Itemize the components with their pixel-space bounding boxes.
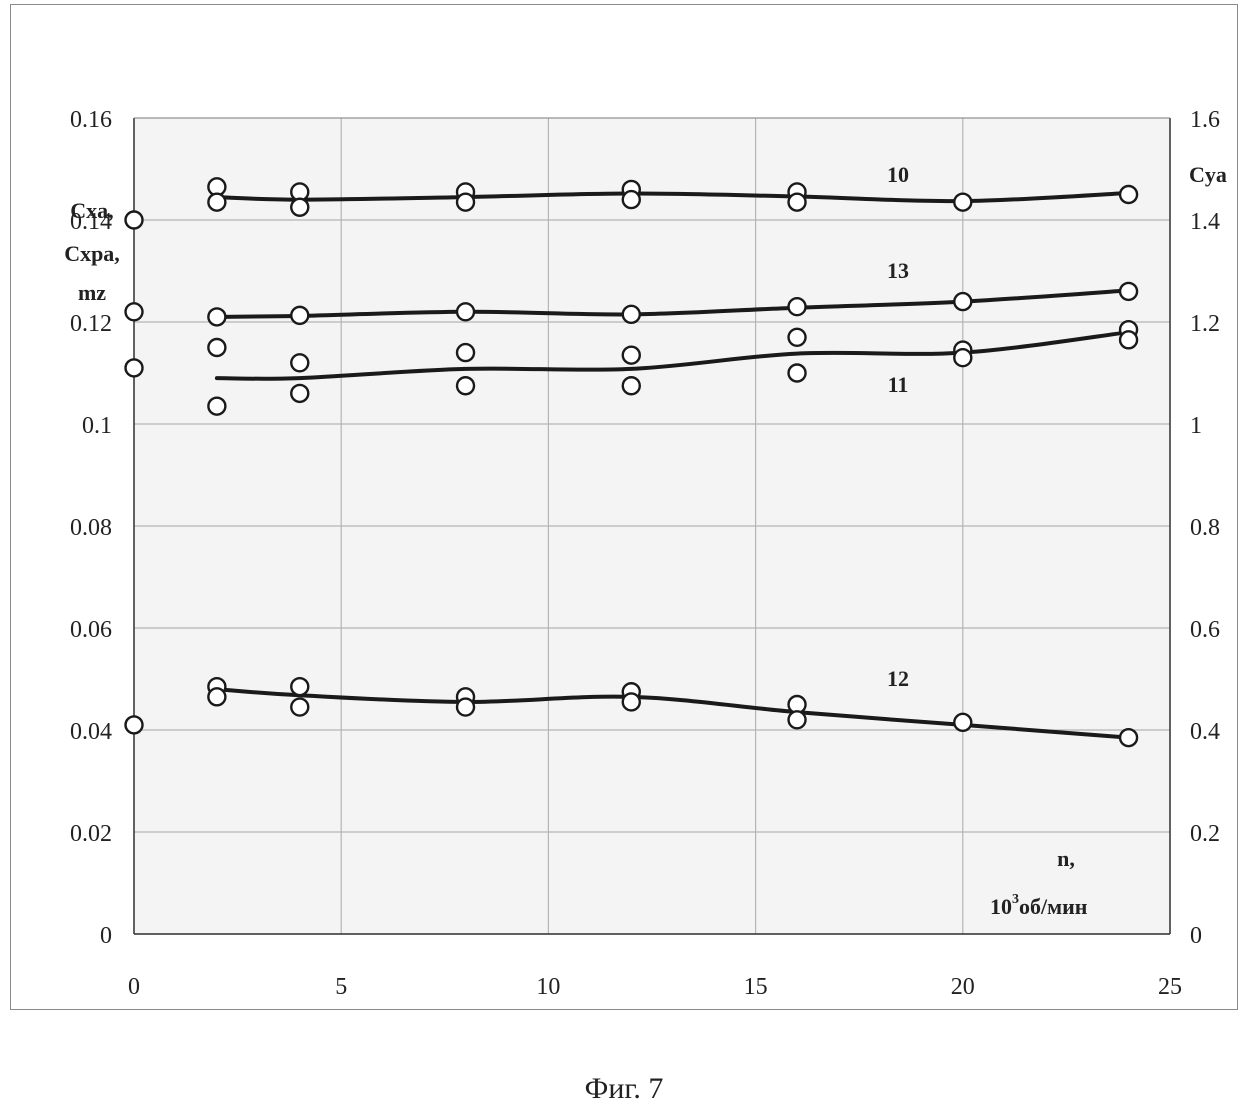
y-right-tick-label: 0.2	[1190, 821, 1220, 847]
x-axis-label-base: 10	[990, 894, 1012, 919]
x-axis-label-line-1: n,	[1057, 846, 1075, 871]
x-axis-label-superscript: 3	[1012, 892, 1019, 907]
series-10-point	[1120, 186, 1137, 203]
y-left-tick-label: 0.02	[70, 821, 112, 847]
series-11-point	[291, 354, 308, 371]
series-10-point	[954, 194, 971, 211]
series-13-point	[789, 298, 806, 315]
series-11-point	[126, 359, 143, 376]
x-tick-label: 15	[744, 974, 768, 1000]
y-right-tick-label: 0.8	[1190, 515, 1220, 541]
series-10-point	[126, 212, 143, 229]
x-axis-label-line-2: 103об/мин	[990, 892, 1088, 919]
y-right-tick-label: 1.6	[1190, 107, 1220, 133]
series-12-point	[789, 711, 806, 728]
series-11-point	[457, 377, 474, 394]
series-10-point	[623, 191, 640, 208]
series-label-10: 10	[887, 162, 909, 187]
figure-caption: Фиг. 7	[0, 1072, 1248, 1106]
series-13-point	[126, 303, 143, 320]
series-10-point	[457, 194, 474, 211]
series-10-point	[291, 199, 308, 216]
series-label-11: 11	[888, 372, 909, 397]
series-11-point	[789, 329, 806, 346]
series-13-point	[208, 308, 225, 325]
y-right-tick-label: 0.6	[1190, 617, 1220, 643]
y-left-tick-label: 0.12	[70, 311, 112, 337]
series-10-point	[789, 194, 806, 211]
series-12-point	[1120, 729, 1137, 746]
y-left-tick-label: 0.04	[70, 719, 112, 745]
y-right-tick-label: 1.4	[1190, 209, 1220, 235]
y-left-tick-label: 0.08	[70, 515, 112, 541]
y-left-tick-label: 0.1	[82, 413, 112, 439]
y-right-tick-label: 1	[1190, 413, 1202, 439]
series-13-point	[1120, 283, 1137, 300]
series-11-point	[954, 349, 971, 366]
left-axis-label-line-2: Cxpa,	[64, 241, 120, 266]
left-axis-label-line-1: Cxa,	[70, 198, 113, 223]
series-label-12: 12	[887, 666, 909, 691]
series-11-point	[208, 339, 225, 356]
x-tick-label: 20	[951, 974, 975, 1000]
series-12-point	[457, 699, 474, 716]
series-11-point	[291, 385, 308, 402]
series-11-point	[789, 365, 806, 382]
x-axis-label-unit: об/мин	[1019, 894, 1088, 919]
y-right-tick-label: 0.4	[1190, 719, 1220, 745]
chart: 051015202500.020.040.060.080.10.120.140.…	[0, 0, 1248, 1060]
y-left-tick-label: 0.16	[70, 107, 112, 133]
series-12-point	[291, 678, 308, 695]
series-12-point	[623, 693, 640, 710]
series-13-point	[623, 306, 640, 323]
series-13-point	[457, 303, 474, 320]
series-10-point	[208, 194, 225, 211]
x-tick-label: 25	[1158, 974, 1182, 1000]
series-13-point	[291, 307, 308, 324]
series-12-point	[291, 699, 308, 716]
series-11-point	[623, 377, 640, 394]
series-12-point	[126, 716, 143, 733]
series-label-13: 13	[887, 258, 909, 283]
y-left-tick-label: 0.06	[70, 617, 112, 643]
series-11-point	[623, 347, 640, 364]
left-axis-label-line-3: mz	[78, 280, 106, 305]
series-13-point	[954, 293, 971, 310]
series-11-point	[457, 344, 474, 361]
series-11-point	[1120, 331, 1137, 348]
y-left-tick-label: 0	[100, 923, 112, 949]
x-tick-label: 0	[128, 974, 140, 1000]
y-right-tick-label: 1.2	[1190, 311, 1220, 337]
series-12-point	[208, 688, 225, 705]
x-tick-label: 10	[536, 974, 560, 1000]
series-11-point	[208, 398, 225, 415]
right-axis-label: Cya	[1189, 162, 1227, 187]
x-tick-label: 5	[335, 974, 347, 1000]
y-right-tick-label: 0	[1190, 923, 1202, 949]
series-12-point	[954, 714, 971, 731]
